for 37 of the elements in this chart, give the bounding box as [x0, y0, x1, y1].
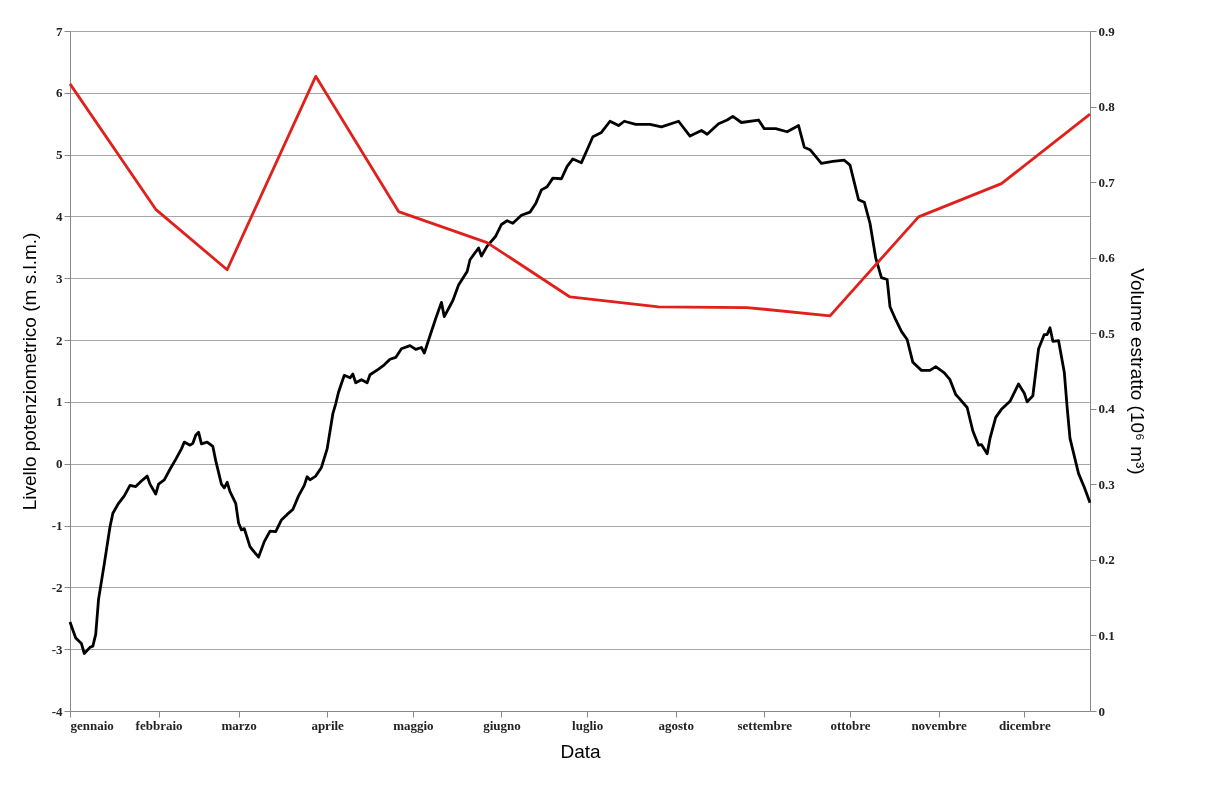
x-tick-label: novembre	[911, 717, 967, 733]
y-tick-label: -1	[51, 518, 63, 534]
y-tick-label: 2	[56, 332, 63, 348]
x-tick-label: settembre	[737, 717, 793, 733]
x-tick-label: giugno	[483, 717, 521, 733]
y2-tick-label: 0.1	[1098, 627, 1115, 643]
y2-tick-label: 0.5	[1098, 325, 1116, 341]
x-tick-label: agosto	[658, 717, 694, 733]
y-tick-label: -2	[51, 579, 63, 595]
y-tick-label: 3	[56, 270, 63, 286]
y2-tick-label: 0.6	[1098, 250, 1116, 266]
y-tick-label: 7	[56, 23, 63, 39]
y2-tick-label: 0.9	[1098, 23, 1116, 39]
y-tick-label: 5	[56, 147, 63, 163]
x-tick-label: dicembre	[998, 717, 1051, 733]
y-tick-label: 6	[56, 85, 63, 101]
y2-tick-label: 0.2	[1098, 552, 1115, 568]
x-tick-label: marzo	[221, 717, 257, 733]
x-tick-label: luglio	[572, 717, 604, 733]
x-tick-label: febbraio	[135, 717, 183, 733]
y2-tick-label: 0.8	[1098, 99, 1116, 115]
y-tick-label: -3	[51, 641, 63, 657]
y2-tick-label: 0.4	[1098, 401, 1116, 417]
x-tick-label: aprile	[311, 717, 345, 733]
x-tick-label: maggio	[393, 717, 434, 733]
y-axis-title: Livello potenziometrico (m s.l.m.)	[18, 232, 40, 511]
x-axis-title: Data	[560, 740, 601, 762]
y-tick-label: -4	[51, 703, 63, 719]
y2-tick-label: 0.7	[1098, 174, 1116, 190]
y-tick-label: 1	[56, 394, 63, 410]
x-tick-label: gennaio	[70, 717, 114, 733]
y2-tick-label: 0.3	[1098, 476, 1116, 492]
y-tick-label: 0	[56, 456, 63, 472]
y-tick-label: 4	[56, 208, 63, 224]
y2-tick-label: 0	[1098, 703, 1105, 719]
y2-axis-title: Volume estratto (10⁶ m³)	[1126, 268, 1148, 475]
x-tick-label: ottobre	[830, 717, 871, 733]
